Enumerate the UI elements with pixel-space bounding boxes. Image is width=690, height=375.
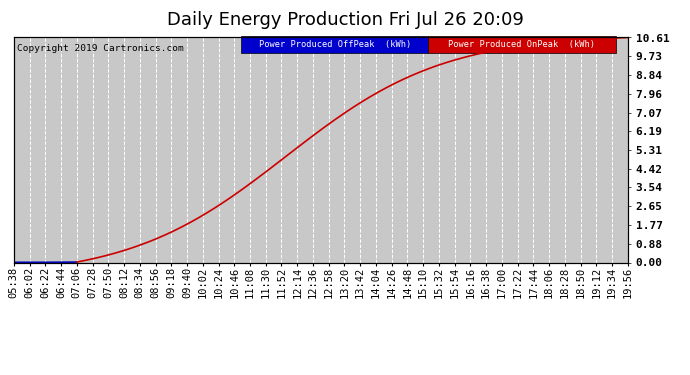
Bar <box>428 36 615 53</box>
Text: Power Produced OffPeak  (kWh): Power Produced OffPeak (kWh) <box>259 40 411 50</box>
Text: Power Produced OnPeak  (kWh): Power Produced OnPeak (kWh) <box>448 40 595 50</box>
Text: Daily Energy Production Fri Jul 26 20:09: Daily Energy Production Fri Jul 26 20:09 <box>166 11 524 29</box>
Text: Copyright 2019 Cartronics.com: Copyright 2019 Cartronics.com <box>17 44 184 53</box>
Bar <box>241 36 428 53</box>
